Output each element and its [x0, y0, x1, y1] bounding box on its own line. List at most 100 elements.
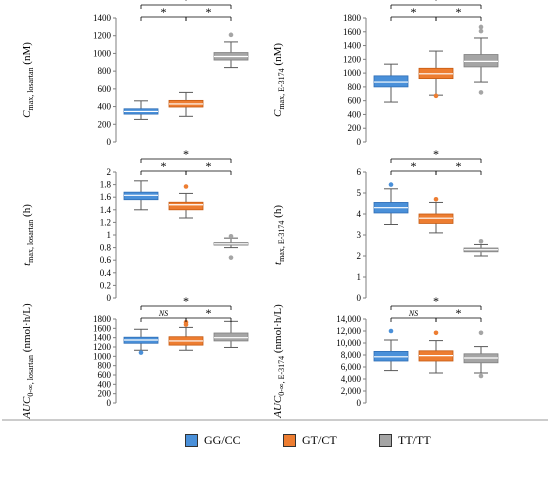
- y-tick-label: 600: [348, 96, 362, 106]
- box-tt-tt: [463, 239, 499, 257]
- y-tick-label: 600: [98, 84, 112, 94]
- y-tick-label: 0.2: [100, 280, 111, 290]
- y-tick-label: 1800: [343, 13, 362, 23]
- significance-label: *: [161, 159, 167, 173]
- box-tt-tt: [213, 320, 249, 348]
- box-iqr: [373, 75, 409, 88]
- y-tick-label: 400: [98, 379, 112, 389]
- y-tick-label: 1000: [93, 48, 112, 58]
- legend-item-gg-cc: GG/CC: [185, 433, 241, 448]
- legend-label-gt-ct: GT/CT: [302, 433, 337, 447]
- y-tick-label: 1000: [93, 351, 112, 361]
- y-tick-label: 2,000: [341, 386, 362, 396]
- significance-bracket: *: [435, 5, 482, 21]
- significance-label: *: [183, 147, 189, 161]
- y-tick-label: 2: [107, 167, 112, 177]
- box-gg-cc: [123, 180, 159, 211]
- significance-label: *: [411, 159, 417, 173]
- outlier-point: [138, 350, 144, 355]
- outlier-point: [478, 90, 484, 95]
- y-tick-label: 1: [357, 272, 362, 282]
- outlier-point: [183, 319, 189, 325]
- y-tick-label: 0: [357, 293, 362, 303]
- panel-cmax-e3174: 0 200 400 600 800 1000 1200 1400 1600 1800 Cmax, E…: [272, 0, 499, 147]
- box-iqr: [463, 54, 499, 68]
- box-gt-ct: [168, 184, 204, 219]
- outlier-point: [433, 93, 439, 99]
- significance-label: *: [161, 5, 167, 19]
- y-tick-label: 1400: [93, 333, 112, 343]
- y-tick-label: 12,000: [336, 326, 361, 336]
- y-tick-label: 8,000: [341, 350, 362, 360]
- y-axis-label: Cmax, E-3174 (nM): [272, 43, 286, 117]
- box-iqr: [213, 332, 249, 342]
- significance-bracket: *: [140, 5, 187, 21]
- panel-auc-e3174: 0 2,000 4,000 6,000 8,000 10,000 12,000 14,000 A…: [272, 294, 499, 419]
- outlier-point: [433, 197, 439, 202]
- y-tick-label: 0: [107, 137, 112, 147]
- panel-cmax-losartan: 0 200 400 600 800 1000 1200 1400 Cmax, losartan …: [21, 0, 249, 147]
- y-tick-label: 4,000: [341, 374, 362, 384]
- y-axis-label: tmax, E-3174 (h): [272, 205, 286, 265]
- y-tick-label: 1800: [93, 314, 112, 324]
- significance-bracket: *: [435, 306, 482, 322]
- outlier-point: [478, 28, 484, 34]
- y-tick-label: 2: [357, 251, 362, 261]
- y-tick-label: 10,000: [336, 338, 361, 348]
- box-gt-ct: [168, 91, 204, 117]
- y-tick-label: 200: [348, 123, 362, 133]
- y-axis-label: AUC0-∞, losartan (nmol·h/L): [21, 303, 35, 420]
- box-tt-tt: [463, 24, 499, 95]
- outlier-point: [478, 239, 484, 244]
- outlier-point: [228, 255, 234, 260]
- y-tick-label: 0.4: [100, 268, 112, 278]
- outlier-point: [478, 373, 484, 379]
- significance-label: *: [206, 5, 212, 19]
- y-tick-label: 0: [357, 137, 362, 147]
- y-tick-label: 3: [357, 230, 362, 240]
- y-tick-label: 1000: [343, 68, 362, 78]
- box-gt-ct: [168, 319, 204, 351]
- outlier-point: [183, 184, 189, 189]
- significance-bracket: *: [185, 5, 232, 21]
- outlier-point: [388, 328, 394, 334]
- y-tick-label: 200: [98, 389, 112, 399]
- significance-label: *: [433, 147, 439, 161]
- outlier-point: [228, 32, 234, 38]
- significance-label: NS: [408, 309, 418, 318]
- y-axis-label: Cmax, losartan (nM): [21, 42, 35, 118]
- y-tick-label: 6,000: [341, 362, 362, 372]
- legend-label-gg-cc: GG/CC: [204, 433, 241, 447]
- y-tick-label: 1200: [343, 54, 362, 64]
- significance-label: *: [456, 159, 462, 173]
- y-tick-label: 4: [357, 209, 362, 219]
- legend-swatch-gt-ct: [283, 434, 296, 447]
- box-gt-ct: [418, 50, 454, 99]
- significance-bracket: *: [390, 0, 482, 9]
- box-gg-cc: [373, 182, 409, 225]
- significance-label: *: [411, 5, 417, 19]
- legend-item-gt-ct: GT/CT: [283, 433, 337, 448]
- outlier-point: [388, 182, 394, 187]
- outlier-point: [433, 330, 439, 336]
- panel-tmax-e3174: 0 1 2 3 4 5 6 tmax, E-3174 (h) * * *: [272, 147, 499, 303]
- significance-bracket: *: [435, 159, 482, 175]
- box-iqr: [123, 191, 159, 201]
- significance-bracket: NS: [140, 309, 187, 322]
- y-tick-label: 800: [98, 66, 112, 76]
- y-tick-label: 1200: [93, 342, 112, 352]
- y-tick-label: 400: [98, 102, 112, 112]
- significance-bracket: *: [140, 147, 232, 163]
- outlier-point: [228, 233, 234, 239]
- y-tick-label: 800: [98, 361, 112, 371]
- y-tick-label: 0: [357, 398, 362, 408]
- y-tick-label: 1.6: [100, 192, 112, 202]
- legend-item-tt-tt: TT/TT: [379, 433, 431, 448]
- y-tick-label: 0.6: [100, 255, 112, 265]
- panel-auc-losartan: 020040060080010001200140016001800AUC0-∞,…: [21, 294, 249, 420]
- significance-bracket: *: [390, 294, 482, 310]
- y-tick-label: 200: [98, 119, 112, 129]
- significance-bracket: *: [185, 159, 232, 175]
